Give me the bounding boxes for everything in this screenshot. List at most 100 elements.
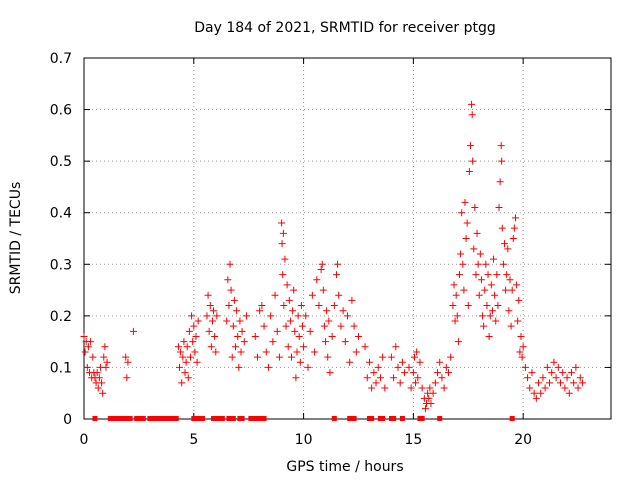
data-point [453, 312, 461, 320]
zero-marker [437, 416, 443, 421]
data-point [490, 255, 498, 263]
y-tick-label: 0.3 [50, 257, 72, 273]
zero-marker [509, 416, 515, 421]
data-point [333, 271, 341, 279]
data-point [468, 100, 476, 108]
data-point [264, 363, 272, 371]
data-point [445, 369, 453, 377]
data-point [511, 214, 519, 222]
data-point [258, 302, 266, 310]
data-point [296, 358, 304, 366]
data-point [273, 327, 281, 335]
zero-marker [331, 416, 337, 421]
data-point [477, 276, 485, 284]
data-point [224, 276, 232, 284]
data-point [426, 384, 434, 392]
data-point [514, 317, 522, 325]
data-point [288, 353, 296, 361]
y-tick-label: 0.5 [50, 154, 72, 170]
data-point [191, 348, 199, 356]
x-tick-label: 10 [295, 432, 313, 448]
data-point [280, 302, 288, 310]
zero-marker [351, 416, 357, 421]
zero-marker [92, 416, 98, 421]
data-point [341, 338, 349, 346]
data-point [223, 317, 231, 325]
data-point [320, 322, 328, 330]
data-point [473, 229, 481, 237]
data-point [192, 332, 200, 340]
data-point [232, 343, 240, 351]
data-point [503, 271, 511, 279]
data-point [278, 219, 286, 227]
data-point [421, 405, 429, 413]
data-point [546, 379, 554, 387]
data-point [234, 332, 242, 340]
data-point [436, 358, 444, 366]
data-point [559, 369, 567, 377]
zero-marker [151, 416, 157, 421]
data-point [225, 302, 233, 310]
data-point [194, 317, 202, 325]
data-point [470, 245, 478, 253]
data-point [418, 384, 426, 392]
data-point [226, 260, 234, 268]
zero-marker [261, 416, 267, 421]
y-tick-label: 0.6 [50, 103, 72, 119]
zero-marker [239, 416, 245, 421]
zero-marker [399, 416, 405, 421]
data-point [472, 271, 480, 279]
zero-marker [140, 416, 146, 421]
data-point [493, 271, 501, 279]
data-point [129, 327, 137, 335]
data-point [427, 400, 435, 408]
data-point [524, 374, 532, 382]
data-point [298, 322, 306, 330]
data-point [238, 327, 246, 335]
tick-labels: 0 0.1 0.2 0.3 0.4 0.5 0.6 0.7 0 5 10 15 20 [50, 51, 532, 448]
data-point [335, 291, 343, 299]
data-point [189, 338, 197, 346]
data-point [574, 384, 582, 392]
data-point [325, 317, 333, 325]
data-point [509, 235, 517, 242]
data-point [507, 322, 515, 330]
data-point [528, 369, 536, 377]
data-point [205, 327, 213, 335]
data-point [410, 353, 418, 361]
data-point [483, 302, 491, 310]
data-point [431, 379, 439, 387]
data-point [521, 363, 529, 371]
data-point [398, 358, 406, 366]
ticks [83, 57, 611, 420]
data-point [207, 343, 215, 351]
data-point [552, 374, 560, 382]
data-point [458, 209, 466, 217]
data-point [498, 224, 506, 232]
data-point [295, 332, 303, 340]
data-point [93, 369, 101, 377]
data-point [84, 343, 92, 351]
data-point [193, 358, 201, 366]
data-point [481, 286, 489, 294]
data-point [278, 240, 286, 248]
data-point [449, 302, 457, 310]
data-point [204, 291, 212, 299]
data-point [101, 343, 109, 351]
data-point [556, 379, 564, 387]
data-point [206, 302, 214, 310]
data-point [466, 142, 474, 150]
data-point [476, 250, 484, 258]
data-point [354, 332, 362, 340]
data-point [516, 348, 524, 356]
data-point [334, 260, 342, 268]
data-point [267, 312, 275, 320]
y-tick-label: 0.4 [50, 206, 72, 222]
data-point [442, 363, 450, 371]
data-point [487, 281, 495, 289]
data-point [508, 286, 516, 294]
data-point [486, 312, 494, 320]
data-point [392, 343, 400, 351]
data-point [81, 348, 89, 356]
data-point [188, 312, 196, 320]
